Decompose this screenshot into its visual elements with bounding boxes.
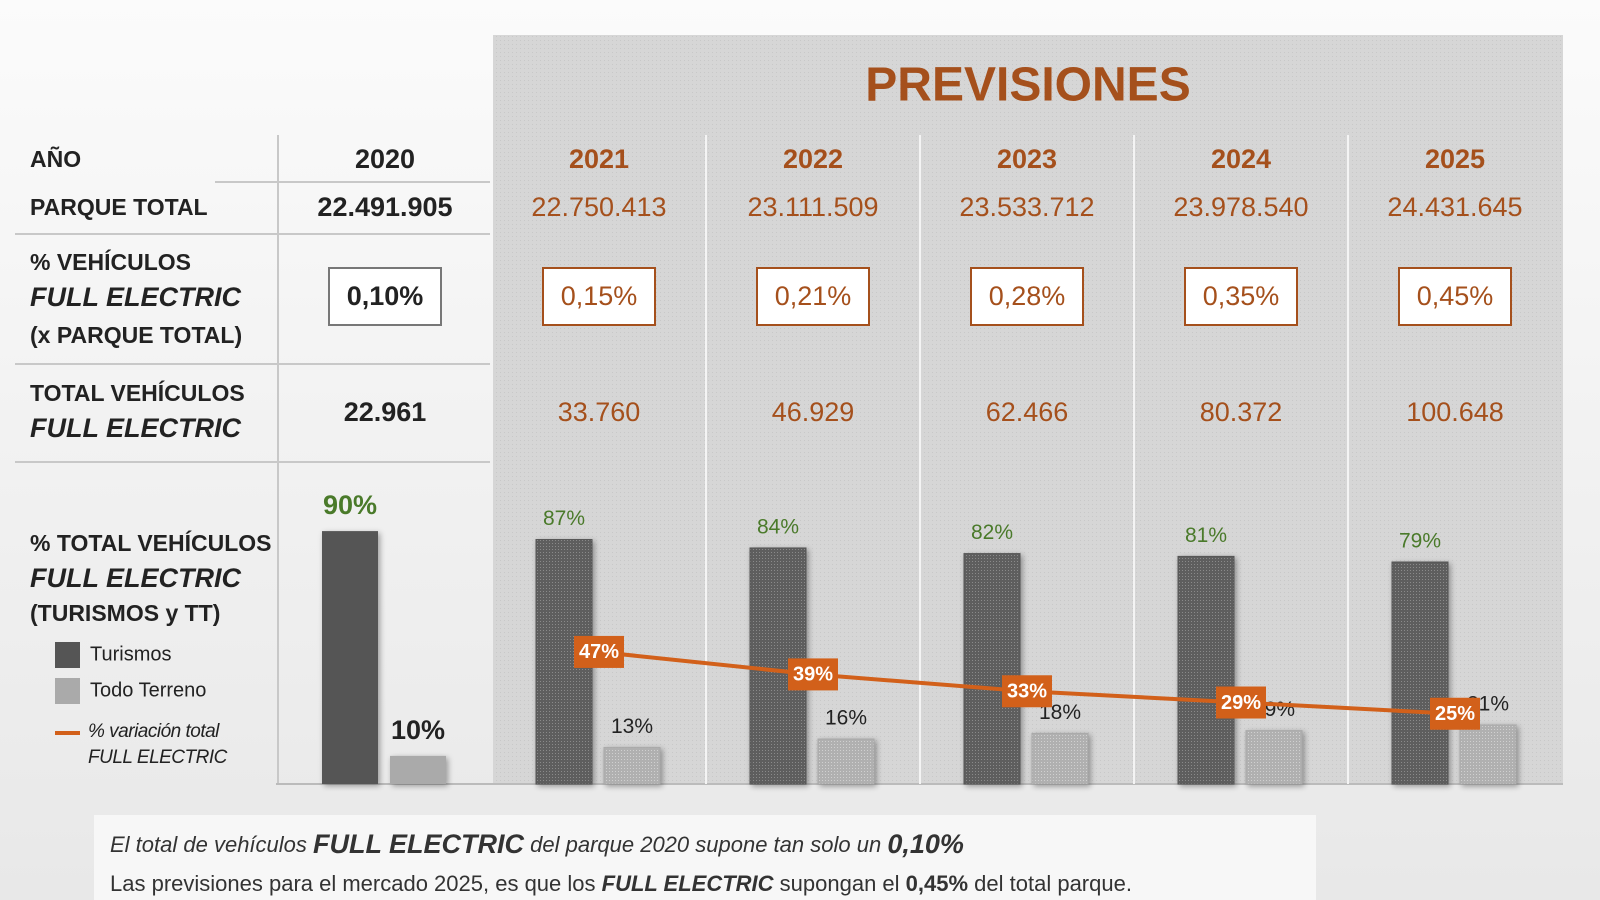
legend-swatch: [55, 642, 80, 668]
bar: [963, 553, 1021, 785]
pct-value: 0,10%: [347, 281, 424, 311]
pct-box: [1398, 267, 1512, 326]
pct-value: 0,35%: [1203, 281, 1280, 311]
bar: [1177, 555, 1235, 785]
year-header: 2024: [1211, 144, 1271, 174]
total-vehiculos: 80.372: [1200, 397, 1283, 427]
parque-total: 23.533.712: [959, 192, 1094, 222]
row-label: FULL ELECTRIC: [30, 282, 241, 312]
legend-label: Turismos: [90, 643, 171, 665]
bar-label: 84%: [757, 516, 799, 539]
year-header: 2025: [1425, 144, 1485, 174]
pct-value: 0,15%: [561, 281, 638, 311]
footer-text: FULL ELECTRIC: [602, 871, 775, 896]
pct-box: [970, 267, 1084, 326]
line-label: 39%: [793, 664, 833, 686]
bar: [603, 746, 661, 785]
parque-total: 22.750.413: [531, 192, 666, 222]
footer-text: FULL ELECTRIC: [313, 829, 524, 859]
chart-label: % TOTAL VEHÍCULOS: [30, 529, 272, 556]
parque-total: 22.491.905: [317, 192, 452, 222]
footer-text: Las previsiones para el mercado 2025, es…: [110, 871, 602, 896]
chart-label: FULL ELECTRIC: [30, 563, 241, 593]
bar-label: 87%: [543, 507, 585, 530]
row-label: FULL ELECTRIC: [30, 413, 241, 443]
pct-box: [1184, 267, 1298, 326]
pct-box: [756, 267, 870, 326]
line-marker: [1216, 686, 1266, 719]
pct-value: 0,45%: [1417, 281, 1494, 311]
row-label: AÑO: [30, 145, 81, 172]
bar-label: 16%: [825, 707, 867, 730]
bar: [817, 738, 875, 785]
bar: [1031, 732, 1089, 785]
bar-label: 13%: [611, 715, 653, 738]
bar: [1245, 730, 1303, 785]
bar-label: 82%: [971, 521, 1013, 544]
bar-label: 10%: [391, 715, 445, 745]
line-label: 25%: [1435, 703, 1475, 725]
line-marker: [788, 658, 838, 691]
pct-value: 0,28%: [989, 281, 1066, 311]
year-header: 2020: [355, 144, 415, 174]
parque-total: 23.111.509: [747, 192, 878, 222]
banner: PREVISIONES: [865, 59, 1190, 112]
bar-label: 90%: [323, 490, 377, 520]
line-label: 29%: [1221, 692, 1261, 714]
year-header: 2022: [783, 144, 843, 174]
total-vehiculos: 33.760: [558, 397, 641, 427]
line-marker: [574, 635, 624, 668]
footer-text: El total de vehículos: [110, 832, 313, 857]
row-label: % VEHÍCULOS: [30, 248, 191, 275]
parque-total: 24.431.645: [1387, 192, 1522, 222]
bar: [390, 755, 446, 784]
parque-total: 23.978.540: [1173, 192, 1308, 222]
pct-box: [542, 267, 656, 326]
legend-label: % variación total FULL ELECTRIC: [88, 721, 227, 768]
footer-text: del parque 2020 supone tan solo un: [524, 832, 887, 857]
pct-value: 0,21%: [775, 281, 852, 311]
footer-text: del total parque.: [968, 871, 1132, 896]
row-label: PARQUE TOTAL: [30, 194, 208, 220]
line-label: 33%: [1007, 681, 1047, 703]
line-marker: [1430, 697, 1480, 730]
legend-item: % variación total FULL ELECTRIC: [88, 721, 227, 768]
legend-swatch: [55, 678, 80, 704]
bar: [1391, 561, 1449, 785]
legend-label: Todo Terreno: [90, 679, 206, 701]
year-header: 2023: [997, 144, 1057, 174]
bar: [322, 531, 378, 784]
total-vehiculos: 100.648: [1406, 397, 1504, 427]
footer-text: 0,45%: [906, 871, 968, 896]
row-label: (x PARQUE TOTAL): [30, 322, 242, 348]
line-label: 47%: [579, 641, 619, 663]
footer-text: 0,10%: [887, 829, 964, 859]
chart-label: (TURISMOS y TT): [30, 600, 220, 626]
total-vehiculos: 62.466: [986, 397, 1069, 427]
footer-text: supongan el: [774, 871, 906, 896]
total-vehiculos: 22.961: [344, 397, 427, 427]
footer-line: El total de vehículos FULL ELECTRIC del …: [110, 829, 964, 859]
footer-line: Las previsiones para el mercado 2025, es…: [110, 871, 1132, 896]
pct-box: [328, 267, 442, 326]
bar-label: 81%: [1185, 524, 1227, 547]
row-label: TOTAL VEHÍCULOS: [30, 379, 245, 406]
bar-label: 79%: [1399, 530, 1441, 553]
line-marker: [1002, 675, 1052, 708]
bar: [1459, 724, 1517, 785]
year-header: 2021: [569, 144, 629, 174]
total-vehiculos: 46.929: [772, 397, 855, 427]
footer-box: [94, 815, 1316, 900]
